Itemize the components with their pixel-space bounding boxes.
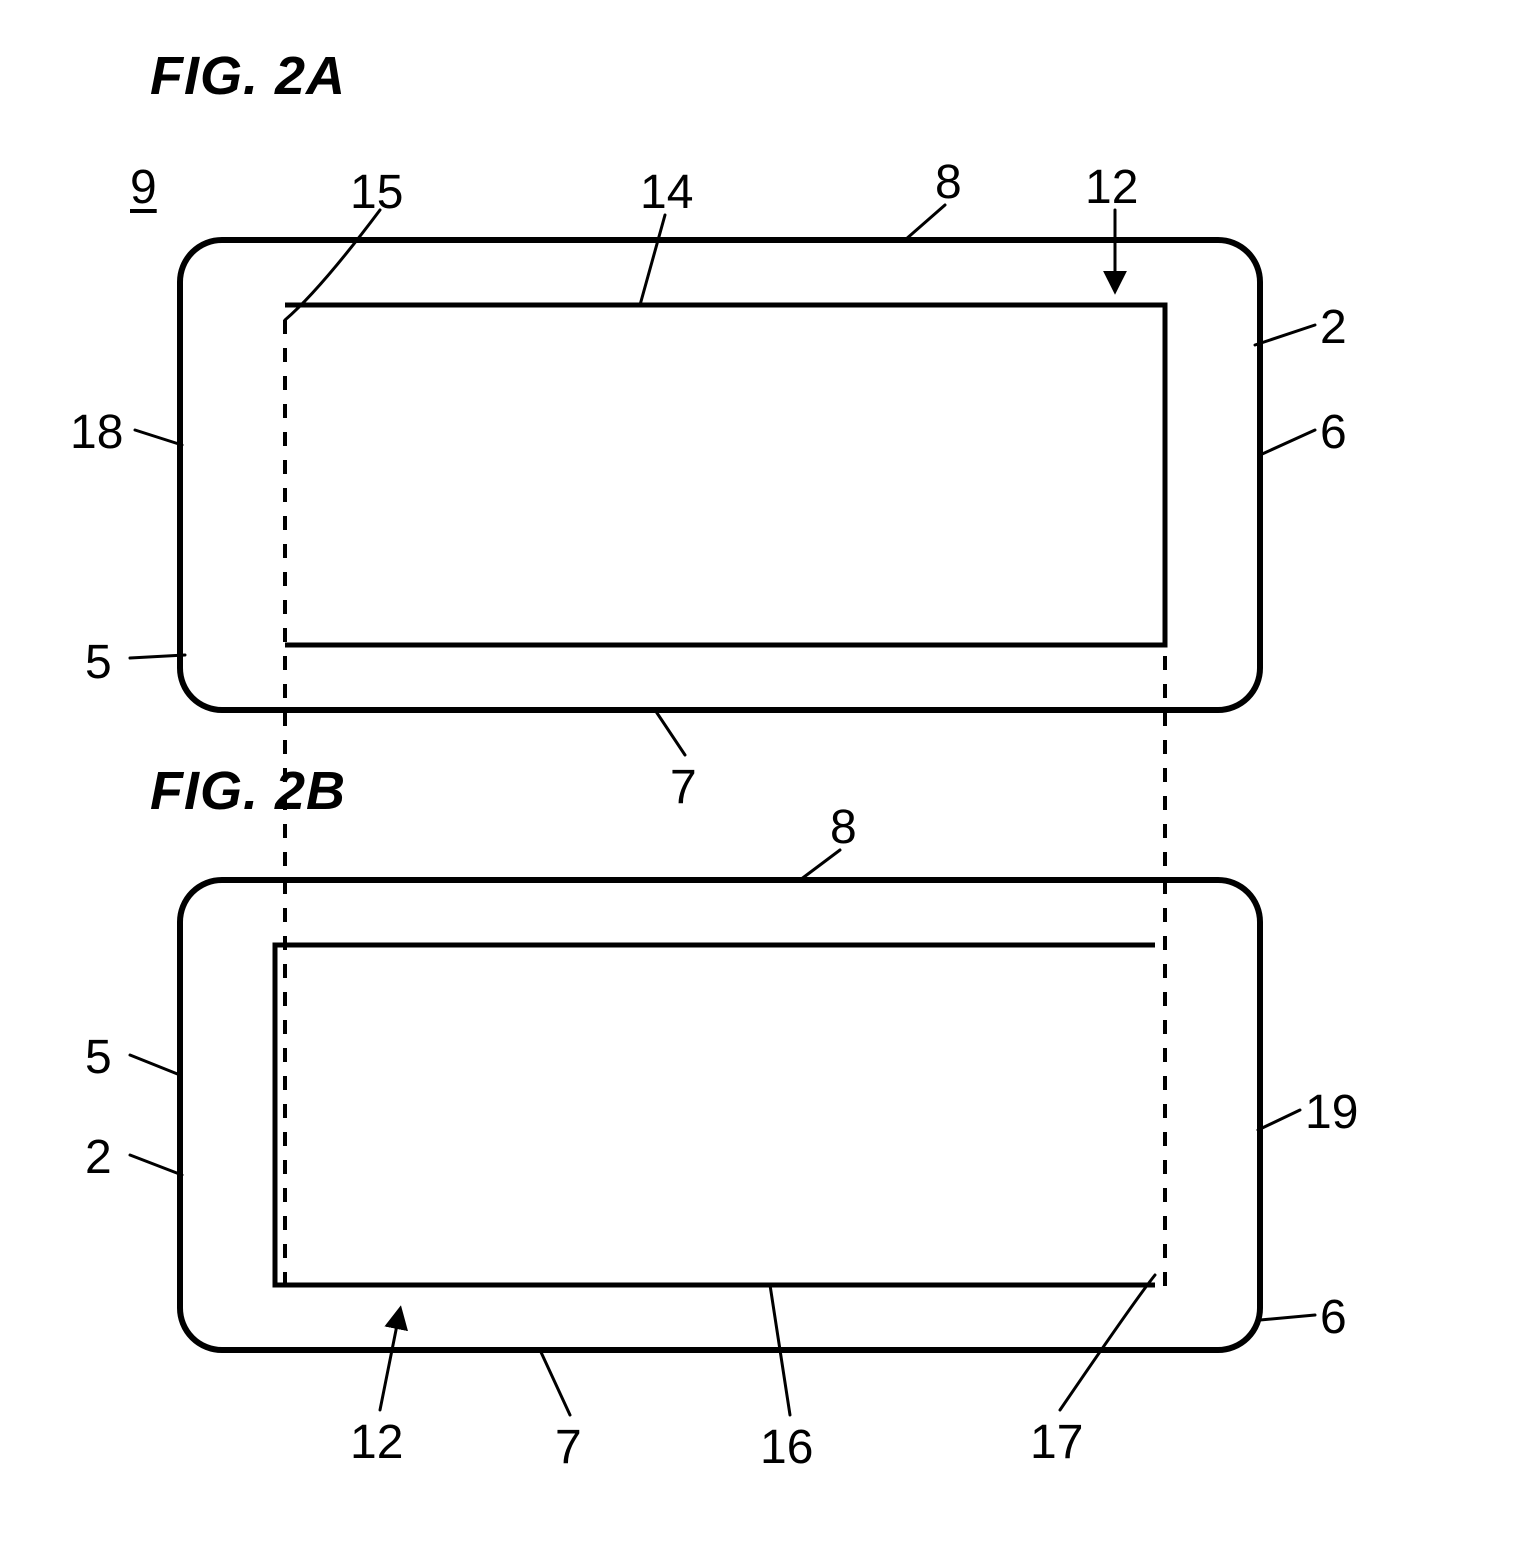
label-6-b: 6 [1320, 1290, 1347, 1345]
label-18-a: 18 [70, 405, 123, 460]
label-5-a: 5 [85, 635, 112, 690]
label-17-b: 17 [1030, 1415, 1083, 1470]
label-7-b: 7 [555, 1420, 582, 1475]
label-15-a: 15 [350, 165, 403, 220]
label-14-a: 14 [640, 165, 693, 220]
label-8-a: 8 [935, 155, 962, 210]
label-7-a: 7 [670, 760, 697, 815]
label-16-b: 16 [760, 1420, 813, 1475]
reference-number-9: 9 [130, 160, 157, 215]
label-6-a: 6 [1320, 405, 1347, 460]
label-19-b: 19 [1305, 1085, 1358, 1140]
label-12-a: 12 [1085, 160, 1138, 215]
label-2-a: 2 [1320, 300, 1347, 355]
label-5-b: 5 [85, 1030, 112, 1085]
label-2-b: 2 [85, 1130, 112, 1185]
label-12-b: 12 [350, 1415, 403, 1470]
figure-2a-title: FIG. 2A [150, 45, 346, 107]
label-8-b: 8 [830, 800, 857, 855]
figure-2b-title: FIG. 2B [150, 760, 346, 822]
